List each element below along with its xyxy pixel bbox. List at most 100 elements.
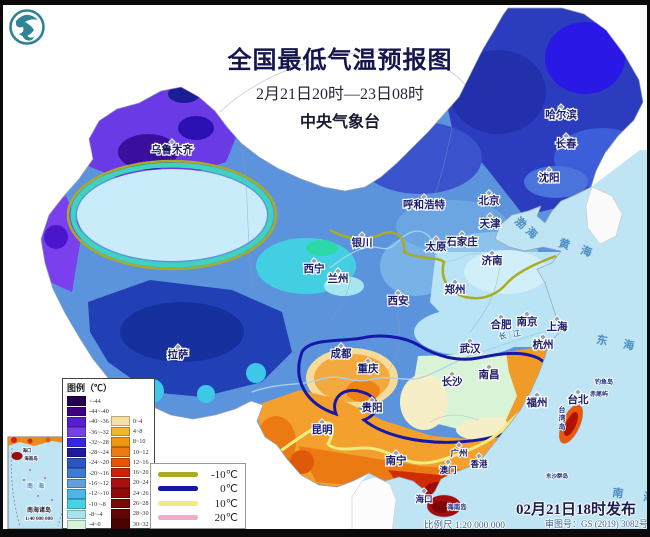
legend-range-label: -44~-40: [89, 407, 109, 415]
city-label-乌鲁木齐: 乌鲁木齐: [151, 143, 193, 156]
vietnam-landmass: [351, 476, 397, 533]
legend-color-swatch: [67, 406, 86, 417]
contour-line-swatch: [158, 500, 198, 506]
legend-color-swatch: [110, 426, 130, 437]
city-label-成都: 成都: [331, 347, 352, 360]
city-label-郑州: 郑州: [445, 283, 466, 296]
legend-color-swatch: [67, 447, 86, 458]
frame-right: [647, 0, 650, 537]
legend-color-swatch: [110, 416, 130, 426]
mongolia-border-line: [219, 51, 471, 113]
legend-color-swatch: [67, 478, 86, 489]
city-label-澳门: 澳门: [439, 465, 456, 475]
legend-color-swatch: [110, 498, 130, 509]
city-label-长春: 长春: [556, 137, 577, 150]
legend-range-label: -28~-24: [89, 449, 109, 457]
inset-label-海口: 海口: [23, 447, 32, 454]
legend-row: 4~8: [110, 426, 149, 437]
city-label-台北: 台北: [568, 393, 589, 406]
cma-logo-icon: [9, 9, 45, 45]
inset-label-海南岛: 海南岛: [24, 455, 38, 462]
city-label-济南: 济南: [482, 254, 503, 267]
city-marker: [497, 313, 505, 321]
city-label-贵阳: 贵阳: [362, 401, 383, 414]
temperature-legend: 图例（℃） <-44 -44~-40 -40~-36 -36~-32 -32~-28 -2…: [62, 378, 155, 530]
city-marker: [420, 487, 428, 495]
city-label-天津: 天津: [480, 217, 501, 230]
city-marker: [444, 458, 452, 466]
legend-range-label: 28~30: [132, 510, 149, 518]
legend-color-swatch: [67, 396, 86, 406]
legend-color-swatch: [67, 458, 86, 468]
city-label-兰州: 兰州: [328, 272, 349, 285]
city-label-重庆: 重庆: [358, 362, 379, 375]
legend-row: 0~4: [110, 416, 149, 426]
legend-row: 26~28: [110, 498, 149, 509]
legend-range-label: 24~26: [132, 489, 149, 497]
contour-line-legend: -10℃ 0℃ 10℃ 20℃: [150, 463, 246, 529]
city-marker: [539, 333, 547, 341]
legend-row: 10~12: [110, 447, 149, 457]
agency-name: 中央气象台: [299, 114, 380, 131]
city-label-银川: 银川: [352, 236, 373, 249]
yellow-river: [329, 230, 501, 269]
page-title: 全国最低气温预报图: [227, 48, 453, 74]
hainan-island: [426, 494, 462, 518]
city-label-拉萨: 拉萨: [168, 348, 189, 361]
city-label-太原: 太原: [425, 240, 447, 253]
korea-landmass: [585, 186, 623, 245]
city-label-南宁: 南宁: [386, 454, 407, 467]
legend-color-swatch: [110, 457, 130, 468]
legend-row: <-44: [67, 396, 109, 406]
contour-line-label: 0℃: [220, 483, 238, 496]
city-marker: [334, 267, 342, 275]
legend-color-swatch: [67, 509, 86, 520]
legend-title: 图例（℃）: [67, 383, 113, 393]
city-label-合肥: 合肥: [490, 318, 512, 331]
contour-line-swatch: [158, 471, 198, 477]
legend-range-label: 26~28: [132, 500, 149, 508]
city-label-长沙: 长沙: [442, 375, 463, 388]
small-label-海南岛: 海南岛: [447, 502, 467, 511]
legend-range-label: -40~-36: [89, 418, 109, 426]
contour-legend-row: 0℃: [158, 482, 238, 495]
city-label-南昌: 南昌: [479, 368, 500, 381]
legend-range-label: -36~-32: [89, 428, 109, 436]
legend-range-label: -20~-16: [89, 469, 109, 477]
city-marker: [174, 343, 182, 351]
contour-line-label: -10℃: [210, 468, 238, 481]
legend-row: -12~-10: [67, 489, 109, 499]
legend-row: -36~-32: [67, 427, 109, 437]
contour-line-swatch: [158, 515, 198, 521]
legend-color-swatch: [110, 509, 130, 519]
city-marker: [392, 449, 400, 457]
legend-range-label: 20~24: [132, 479, 149, 487]
sea-area: [352, 150, 650, 532]
small-label-东沙群岛: 东沙群岛: [546, 472, 569, 480]
legend-row: -16~-12: [67, 478, 109, 489]
city-label-广州: 广州: [450, 448, 467, 458]
legend-row: 8~10: [110, 436, 149, 447]
city-marker: [545, 166, 553, 174]
city-marker: [485, 363, 493, 371]
city-marker: [358, 231, 366, 239]
small-label-钓鱼岛: 钓鱼岛: [595, 378, 613, 386]
small-label-赤尾屿: 赤尾屿: [590, 390, 608, 398]
taiwan-island: [558, 404, 584, 444]
legend-color-swatch: [67, 468, 86, 479]
city-label-哈尔滨: 哈尔滨: [545, 108, 577, 121]
legend-color-swatch: [110, 467, 130, 478]
legend-color-swatch: [67, 499, 86, 509]
city-marker: [318, 418, 326, 426]
legend-row: -24~-20: [67, 458, 109, 468]
contour-legend-row: 10℃: [158, 497, 238, 510]
city-label-武汉: 武汉: [460, 342, 481, 355]
city-marker: [533, 391, 541, 399]
inset-label-1:40 000 000: 1:40 000 000: [25, 516, 53, 522]
contour-line-label: 20℃: [214, 512, 238, 525]
legend-color-swatch: [67, 489, 86, 499]
city-marker: [486, 212, 494, 220]
city-marker: [394, 289, 402, 297]
legend-color-swatch: [67, 427, 86, 437]
city-marker: [553, 315, 561, 323]
